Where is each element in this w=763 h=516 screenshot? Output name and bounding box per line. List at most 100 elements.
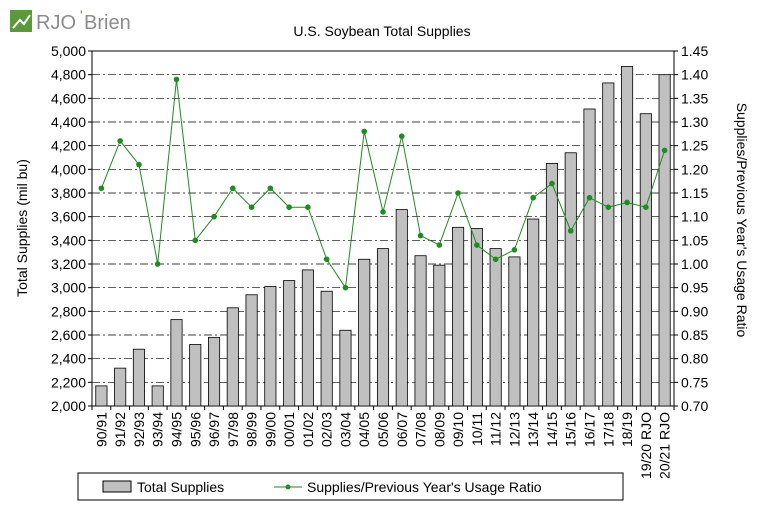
x-tick-label: 10/11 xyxy=(469,412,485,446)
y-left-tick-label: 4,400 xyxy=(51,114,86,130)
y-right-tick-label: 0.80 xyxy=(681,351,708,367)
y-left-tick-label: 4,800 xyxy=(51,67,86,83)
chart-title: U.S. Soybean Total Supplies xyxy=(293,23,470,39)
ratio-point xyxy=(417,232,424,239)
bar xyxy=(301,269,314,407)
bar xyxy=(658,74,671,407)
bar xyxy=(95,385,108,407)
y-right-tick-label: 1.00 xyxy=(681,256,708,272)
x-tick-label: 99/00 xyxy=(262,412,278,447)
bar xyxy=(132,348,145,407)
legend-bar-swatch xyxy=(102,480,132,493)
x-tick-label: 09/10 xyxy=(450,412,466,447)
x-tick-label: 08/09 xyxy=(431,412,447,447)
bar xyxy=(602,82,615,407)
x-tick-label: 05/06 xyxy=(375,412,391,447)
x-tick-label: 94/95 xyxy=(168,412,184,447)
y-right-tick-label: 1.20 xyxy=(681,161,708,177)
bar xyxy=(489,248,502,407)
bar xyxy=(207,336,221,407)
y-left-tick-label: 3,400 xyxy=(51,232,86,248)
ratio-point xyxy=(267,185,274,192)
bar xyxy=(114,367,127,407)
brand-logo: RJO ' Brien xyxy=(10,7,131,34)
x-tick-label: 02/03 xyxy=(319,412,335,447)
bar xyxy=(358,258,371,407)
bar xyxy=(376,248,390,407)
ratio-point xyxy=(661,147,668,154)
x-tick-label: 04/05 xyxy=(356,412,372,447)
ratio-point xyxy=(549,180,555,187)
y-left-tick-label: 2,000 xyxy=(51,398,86,414)
x-tick-label: 98/99 xyxy=(244,412,260,447)
ratio-point xyxy=(230,185,236,192)
logo-text-primary: RJO xyxy=(36,12,76,34)
y-right-tick-label: 1.10 xyxy=(681,209,708,225)
bar xyxy=(414,255,427,407)
y-left-tick-label: 2,400 xyxy=(51,351,86,367)
x-tick-label: 06/07 xyxy=(394,412,410,447)
y-right-tick-label: 1.05 xyxy=(681,232,708,248)
ratio-point xyxy=(211,213,217,220)
x-tick-label: 18/19 xyxy=(619,412,635,447)
ratio-point xyxy=(474,242,480,248)
ratio-point xyxy=(455,190,461,196)
bar xyxy=(264,286,277,407)
ratio-point xyxy=(117,138,123,144)
ratio-point xyxy=(624,199,630,206)
legend: Total Supplies Supplies/Previous Year's … xyxy=(77,472,624,501)
bar xyxy=(452,226,465,407)
x-tick-label: 93/94 xyxy=(150,412,166,447)
y-right-tick-label: 1.35 xyxy=(681,90,708,106)
x-tick-label: 95/96 xyxy=(187,412,203,447)
ratio-point xyxy=(98,185,105,192)
bar-series xyxy=(95,65,671,407)
bar xyxy=(433,264,446,407)
bar xyxy=(320,290,333,407)
bar xyxy=(151,385,164,407)
line-series xyxy=(98,76,668,291)
bar xyxy=(339,329,352,407)
ratio-point xyxy=(643,204,649,210)
y-right-tick-label: 0.70 xyxy=(681,398,708,414)
logo-apostrophe: ' xyxy=(80,7,83,23)
logo-text-secondary: Brien xyxy=(84,12,131,34)
y-left-tick-label: 4,200 xyxy=(51,138,86,154)
y-axis-right-label: Supplies/Previous Year's Usage Ratio xyxy=(734,103,750,338)
ratio-point xyxy=(586,194,593,201)
y-left-tick-label: 3,000 xyxy=(51,280,86,296)
x-tick-label: 91/92 xyxy=(112,412,128,447)
ratio-point xyxy=(136,161,142,168)
x-tick-label: 16/17 xyxy=(582,412,598,447)
y-right-tick-label: 0.75 xyxy=(681,374,708,390)
x-tick-label: 90/91 xyxy=(93,412,109,447)
bar xyxy=(470,228,483,407)
bar xyxy=(170,319,183,407)
y-right-tick-label: 1.15 xyxy=(681,185,708,201)
y-right-tick-label: 1.25 xyxy=(681,138,708,154)
x-tick-label: 96/97 xyxy=(206,412,222,447)
y-left-tick-label: 2,600 xyxy=(51,327,86,343)
y-left-tick-label: 4,000 xyxy=(51,161,86,177)
ratio-point xyxy=(305,204,311,210)
y-right-tick-label: 0.95 xyxy=(681,280,708,296)
ratio-point xyxy=(436,242,443,248)
y-left-tick-label: 2,800 xyxy=(51,303,86,319)
y-left-tick-label: 3,200 xyxy=(51,256,86,272)
ratio-point xyxy=(380,209,386,215)
ratio-point xyxy=(286,204,292,210)
x-tick-label: 13/14 xyxy=(525,412,541,447)
ratio-point xyxy=(192,237,199,244)
x-tick-label: 00/01 xyxy=(281,412,297,447)
ratio-point xyxy=(398,133,405,139)
y-left-tick-label: 4,600 xyxy=(51,90,86,106)
ratio-point xyxy=(492,256,499,263)
bar xyxy=(564,152,577,407)
y-axis-right: 0.70 0.75 0.80 0.85 0.90 0.95 1.00 1.05 1.10 1.15… xyxy=(674,43,708,414)
bar xyxy=(245,294,258,407)
bar xyxy=(395,209,408,407)
x-tick-label: 97/98 xyxy=(225,412,241,447)
bar xyxy=(226,307,239,407)
ratio-point xyxy=(605,204,612,210)
ratio-point xyxy=(567,228,574,234)
